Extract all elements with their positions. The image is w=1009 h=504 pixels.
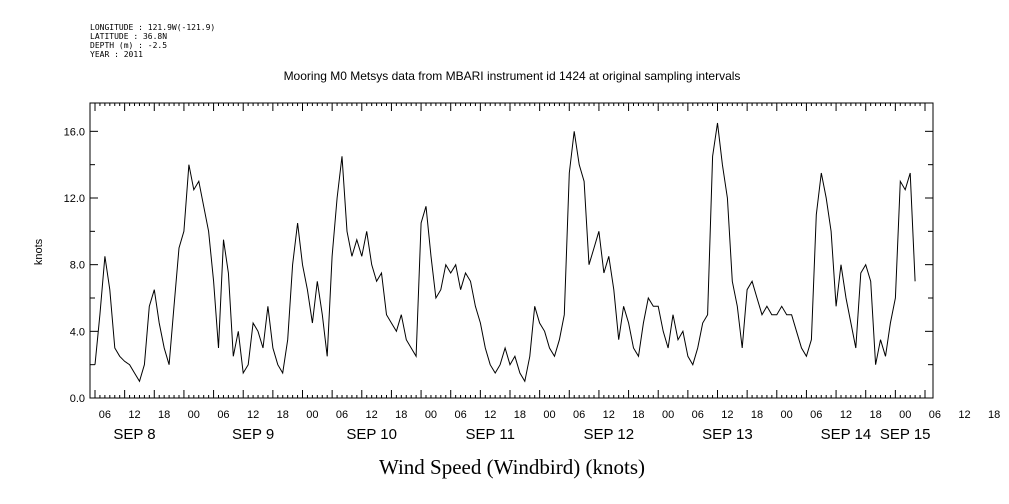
x-day-label: SEP 11 bbox=[465, 426, 514, 443]
metadata-depth: DEPTH (m) : -2.5 bbox=[90, 41, 167, 50]
x-tick-label: 00 bbox=[306, 409, 318, 421]
x-axis-label: Wind Speed (Windbird) (knots) bbox=[379, 455, 645, 479]
x-tick-label: 12 bbox=[958, 409, 970, 421]
x-tick-label: 12 bbox=[247, 409, 259, 421]
metadata-latitude: LATITUDE : 36.8N bbox=[90, 32, 167, 41]
y-tick-label: 12.0 bbox=[64, 193, 85, 205]
x-tick-label: 06 bbox=[573, 409, 585, 421]
y-tick-label: 4.0 bbox=[70, 326, 85, 338]
x-tick-label: 06 bbox=[454, 409, 466, 421]
x-day-label: SEP 13 bbox=[702, 426, 753, 443]
x-tick-label: 06 bbox=[810, 409, 822, 421]
x-tick-label: 12 bbox=[128, 409, 140, 421]
x-tick-label: 06 bbox=[99, 409, 111, 421]
x-tick-label: 18 bbox=[869, 409, 881, 421]
y-tick-label: 0.0 bbox=[70, 393, 85, 405]
plot-frame bbox=[89, 102, 934, 399]
x-tick-label: 06 bbox=[929, 409, 941, 421]
x-tick-label: 00 bbox=[425, 409, 437, 421]
x-tick-label: 00 bbox=[188, 409, 200, 421]
x-tick-label: 00 bbox=[543, 409, 555, 421]
chart-title: Mooring M0 Metsys data from MBARI instru… bbox=[284, 69, 741, 83]
x-tick-label: 12 bbox=[721, 409, 733, 421]
x-tick-label: 18 bbox=[395, 409, 407, 421]
x-tick-label: 00 bbox=[662, 409, 674, 421]
x-tick-label: 12 bbox=[366, 409, 378, 421]
x-tick-label: 12 bbox=[603, 409, 615, 421]
x-tick-label: 18 bbox=[277, 409, 289, 421]
x-tick-label: 00 bbox=[899, 409, 911, 421]
x-day-label: SEP 14 bbox=[821, 426, 872, 443]
metadata-year: YEAR : 2011 bbox=[90, 50, 143, 59]
y-axis-label: knots bbox=[33, 238, 45, 265]
x-day-label: SEP 8 bbox=[113, 426, 155, 443]
wind-speed-series-line bbox=[94, 122, 916, 383]
x-tick-label: 18 bbox=[158, 409, 170, 421]
x-tick-label: 18 bbox=[514, 409, 526, 421]
x-day-label: SEP 9 bbox=[232, 426, 274, 443]
x-tick-label: 12 bbox=[484, 409, 496, 421]
x-tick-label: 18 bbox=[632, 409, 644, 421]
metadata-block: LONGITUDE : 121.9W(-121.9) LATITUDE : 36… bbox=[90, 23, 215, 59]
y-tick-label: 16.0 bbox=[64, 126, 85, 138]
metadata-longitude: LONGITUDE : 121.9W(-121.9) bbox=[90, 23, 215, 32]
x-tick-label: 18 bbox=[751, 409, 763, 421]
x-tick-label: 18 bbox=[988, 409, 1000, 421]
x-day-label: SEP 12 bbox=[584, 426, 635, 443]
y-axis: 0.0 4.0 8.0 12.0 16.0 bbox=[64, 126, 933, 405]
x-tick-label: 06 bbox=[217, 409, 229, 421]
y-tick-label: 8.0 bbox=[70, 260, 85, 272]
x-tick-label: 12 bbox=[840, 409, 852, 421]
x-tick-label: 06 bbox=[336, 409, 348, 421]
x-axis: 06 12 18 00 06 12 18 00 06 12 18 00 06 12 18 00 06 12 18 00… bbox=[94, 103, 1000, 443]
x-tick-label: 00 bbox=[781, 409, 793, 421]
x-tick-label: 06 bbox=[692, 409, 704, 421]
x-day-label: SEP 10 bbox=[346, 426, 397, 443]
x-day-label: SEP 15 bbox=[880, 426, 931, 443]
